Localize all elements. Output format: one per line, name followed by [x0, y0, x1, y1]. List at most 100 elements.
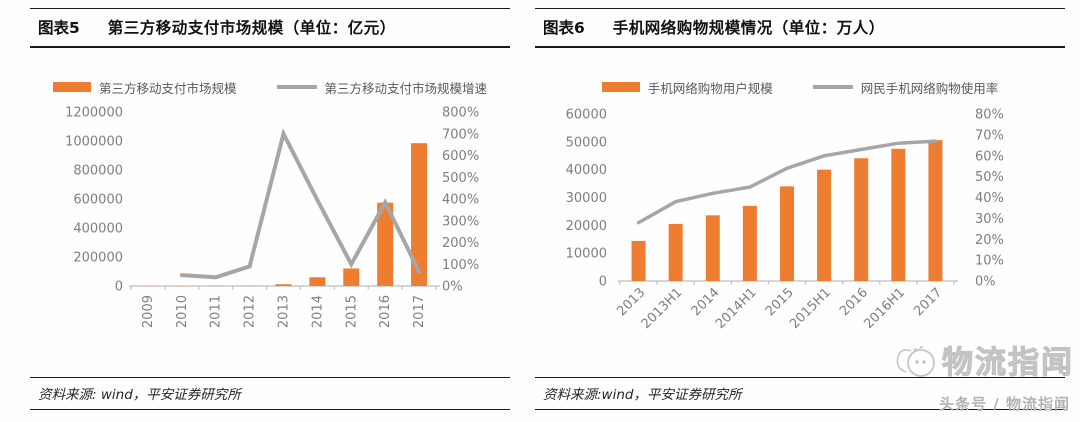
line-swatch-icon: [812, 85, 853, 89]
x-axis-label: 2014: [310, 295, 325, 328]
source-note: 资料来源:wind，平安证券研究所: [535, 377, 1065, 410]
legend-item: 手机网络购物用户规模: [601, 78, 773, 97]
right-axis-tick: 20%: [975, 233, 1004, 248]
legend: 手机网络购物用户规模 网民手机网络购物使用率: [535, 78, 1065, 96]
right-axis-tick: 100%: [442, 258, 479, 273]
left-axis-tick: 60000: [566, 108, 607, 123]
x-axis-label: 2012: [243, 295, 258, 328]
bar: [309, 277, 326, 286]
bird-logo-icon: [896, 346, 935, 377]
bar: [411, 143, 428, 286]
chart-header: 图表6 手机网络购物规模情况（单位：万人）: [535, 8, 1065, 48]
legend-item: 网民手机网络购物使用率: [812, 78, 999, 97]
watermark: 物流指闻 头条号 / 物流指闻: [854, 342, 1074, 414]
x-axis-label: 2014: [689, 285, 723, 319]
left-axis-tick: 40000: [566, 163, 607, 178]
right-axis-tick: 60%: [975, 149, 1004, 164]
bar: [631, 240, 646, 281]
chart-title: 手机网络购物规模情况（单位：万人）: [612, 19, 885, 37]
brand-row: 物流指闻: [854, 342, 1074, 384]
bar: [377, 202, 394, 286]
right-axis-tick: 30%: [975, 212, 1004, 227]
right-axis-tick: 10%: [975, 254, 1004, 269]
right-axis-tick: 50%: [975, 170, 1004, 185]
right-axis-tick: 70%: [975, 128, 1004, 143]
x-axis-label: 2013: [277, 295, 292, 328]
right-axis-tick: 700%: [442, 127, 479, 142]
legend-label: 第三方移动支付市场规模: [98, 80, 237, 96]
right-axis-tick: 200%: [442, 236, 479, 251]
right-axis-tick: 0%: [975, 275, 996, 290]
chart-tag: 图表5: [38, 19, 80, 37]
chart-header: 图表5 第三方移动支付市场规模（单位：亿元）: [30, 8, 510, 48]
x-axis-label: 2015: [763, 285, 797, 319]
x-axis-label: 2015H1: [787, 285, 834, 332]
bar: [705, 215, 720, 281]
bar: [275, 284, 292, 286]
line-swatch-icon: [276, 85, 317, 89]
legend-item: 第三方移动支付市场规模增速: [276, 78, 488, 97]
legend-label: 手机网络购物用户规模: [647, 80, 773, 96]
x-axis-label: 2016: [837, 285, 871, 319]
x-axis-label: 2014H1: [713, 285, 760, 332]
left-axis-tick: 10000: [566, 247, 607, 262]
right-axis-tick: 600%: [442, 149, 479, 164]
right-axis-tick: 300%: [442, 214, 479, 229]
x-axis-label: 2013: [614, 285, 648, 319]
bar: [891, 148, 906, 281]
bars-group: [139, 143, 428, 287]
panel-mobile-payment: 图表5 第三方移动支付市场规模（单位：亿元） 第三方移动支付市场规模 第三方移动…: [30, 8, 510, 410]
bar-swatch-icon: [601, 82, 640, 92]
left-axis-tick: 200000: [73, 251, 123, 266]
panel-mobile-shopping: 图表6 手机网络购物规模情况（单位：万人） 手机网络购物用户规模 网民手机网络购…: [535, 8, 1065, 410]
left-axis-tick: 600000: [73, 193, 123, 208]
right-axis-tick: 500%: [442, 171, 479, 186]
right-axis-tick: 80%: [975, 108, 1004, 123]
right-axis-tick: 0%: [442, 280, 463, 295]
growth-line: [179, 128, 422, 280]
bar: [928, 140, 943, 281]
bar: [343, 268, 360, 286]
x-axis-label: 2016: [378, 295, 393, 328]
left-axis-tick: 800000: [73, 164, 123, 179]
x-axis-label: 2015: [344, 295, 359, 328]
legend-label: 网民手机网络购物使用率: [860, 80, 999, 96]
bar-swatch-icon: [52, 82, 91, 92]
left-axis-tick: 0: [115, 280, 123, 295]
bar: [742, 205, 757, 281]
left-axis-tick: 1000000: [65, 135, 123, 150]
x-axis-label: 2011: [209, 295, 224, 328]
bar: [668, 223, 683, 281]
right-axis-tick: 800%: [442, 106, 479, 121]
x-axis-label: 2017: [412, 295, 427, 328]
legend-item: 第三方移动支付市场规模: [52, 78, 237, 97]
right-axis-tick: 40%: [975, 191, 1004, 206]
source-note: 资料来源: wind，平安证券研究所: [30, 377, 510, 410]
legend-label: 第三方移动支付市场规模增速: [324, 80, 488, 96]
watermark-subtitle: 头条号 / 物流指闻: [939, 395, 1070, 413]
bar: [780, 186, 794, 281]
x-axis-label: 2009: [141, 295, 156, 328]
payment-market-chart: 0 200000 400000 600000 800000 1000000 1200000 0…: [65, 106, 479, 329]
left-axis-tick: 30000: [566, 191, 607, 206]
bars-group: [631, 140, 943, 281]
left-axis-tick: 20000: [566, 219, 607, 234]
left-axis-tick: 50000: [566, 135, 607, 150]
left-axis-tick: 1200000: [65, 106, 123, 121]
growth-line: [636, 139, 938, 225]
mobile-shopping-chart: 0 10000 20000 30000 40000 50000 60000 0% 10% 20% 3…: [566, 108, 1004, 332]
bar: [854, 158, 869, 281]
legend: 第三方移动支付市场规模 第三方移动支付市场规模增速: [30, 78, 510, 96]
left-axis-tick: 0: [599, 275, 607, 290]
x-axis-label: 2017: [911, 285, 945, 319]
chart-title: 第三方移动支付市场规模（单位：亿元）: [107, 19, 396, 37]
chart-tag: 图表6: [543, 19, 585, 37]
left-axis-tick: 400000: [73, 222, 123, 237]
bar: [817, 169, 832, 281]
right-axis-tick: 400%: [442, 193, 479, 208]
x-axis-label: 2013H1: [639, 285, 686, 332]
x-axis-label: 2016H1: [861, 285, 908, 332]
x-axis-label: 2010: [175, 295, 190, 328]
brand-name: 物流指闻: [942, 344, 1074, 381]
